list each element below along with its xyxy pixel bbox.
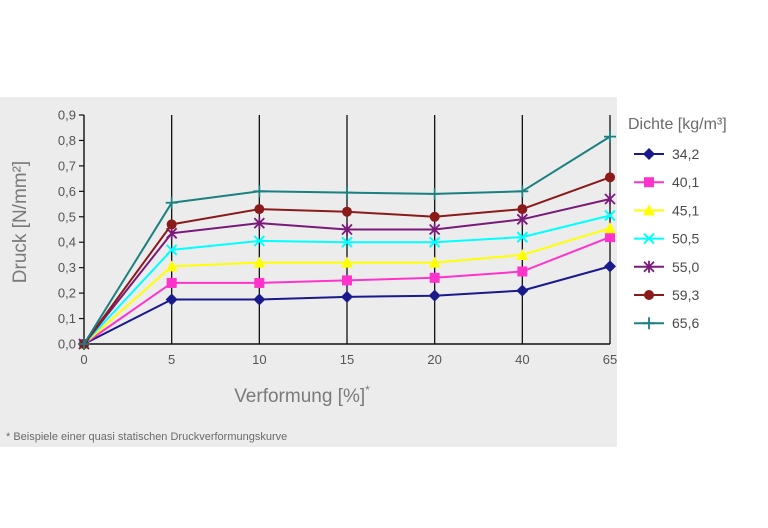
legend-entry: 34,2 xyxy=(634,146,699,162)
legend-marker xyxy=(643,204,655,216)
footnote: * Beispiele einer quasi statischen Druck… xyxy=(6,431,287,443)
data-point xyxy=(604,209,616,222)
x-axis-title-marker: * xyxy=(365,383,370,397)
y-tick-label: 0,5 xyxy=(58,209,76,224)
x-tick-label: 65 xyxy=(603,352,617,367)
data-point xyxy=(78,338,90,350)
legend: 34,2 40,1 45,1 50,5 55,0 59,3 65,6 xyxy=(634,146,699,331)
data-point xyxy=(342,275,352,286)
data-point xyxy=(254,277,265,288)
data-point xyxy=(516,284,529,297)
data-point xyxy=(604,222,616,234)
data-point xyxy=(605,172,615,183)
data-point xyxy=(604,192,616,205)
x-tick-label: 5 xyxy=(168,352,175,367)
data-point xyxy=(166,277,177,288)
data-point xyxy=(166,219,177,230)
legend-entry: 65,6 xyxy=(634,315,699,331)
x-tick-label: 0 xyxy=(80,352,87,367)
x-tick-labels: 0 5 10 15 20 40 65 xyxy=(80,352,617,367)
data-point xyxy=(517,266,528,277)
x-tick-label: 40 xyxy=(515,352,529,367)
legend-label: 34,2 xyxy=(672,146,699,162)
legend-entry: 59,3 xyxy=(634,287,699,303)
x-tick-label: 20 xyxy=(427,352,441,367)
x-tick-label: 15 xyxy=(340,352,354,367)
data-point xyxy=(517,204,528,215)
data-point xyxy=(253,293,266,306)
legend-marker xyxy=(643,317,655,330)
data-point xyxy=(254,204,265,215)
data-point xyxy=(428,256,441,268)
data-point xyxy=(429,223,441,236)
data-point xyxy=(428,187,441,200)
legend-marker xyxy=(644,177,654,188)
y-tick-label: 0,4 xyxy=(58,235,76,250)
data-point xyxy=(429,272,440,283)
data-point xyxy=(253,235,266,247)
legend-label: 59,3 xyxy=(672,287,699,303)
legend-entry: 45,1 xyxy=(634,202,699,218)
data-point xyxy=(253,185,266,198)
legend-label: 55,0 xyxy=(672,259,699,275)
data-point xyxy=(342,206,352,217)
data-point xyxy=(605,232,615,243)
data-point xyxy=(253,256,266,268)
legend-marker xyxy=(643,232,655,245)
data-point xyxy=(604,130,616,143)
legend-entry: 55,0 xyxy=(634,259,699,275)
data-point xyxy=(341,236,353,248)
y-tick-label: 0,2 xyxy=(58,286,76,301)
y-tick-label: 0,3 xyxy=(58,260,76,275)
series-group xyxy=(78,130,616,350)
series-65,6 xyxy=(78,130,616,350)
legend-label: 50,5 xyxy=(672,231,699,247)
data-point xyxy=(165,260,178,272)
data-point xyxy=(516,231,529,243)
y-tick-label: 0,0 xyxy=(58,337,76,352)
data-point xyxy=(604,260,616,273)
data-point xyxy=(341,290,353,303)
data-point xyxy=(341,186,353,199)
y-tick-label: 0,8 xyxy=(58,133,76,148)
legend-label: 45,1 xyxy=(672,202,699,218)
y-tick-label: 0,9 xyxy=(58,108,76,123)
x-axis-title: Verformung [%] xyxy=(234,386,365,407)
data-point xyxy=(165,196,178,209)
legend-marker xyxy=(643,260,655,273)
data-point xyxy=(253,217,265,230)
data-point xyxy=(428,236,441,248)
legend-label: 65,6 xyxy=(672,315,699,331)
data-point xyxy=(516,248,529,260)
data-point xyxy=(341,256,353,268)
series-59,3 xyxy=(79,172,615,349)
data-point xyxy=(516,213,528,226)
legend-label: 40,1 xyxy=(672,174,699,190)
legend-marker xyxy=(643,148,655,160)
data-point xyxy=(165,293,178,306)
y-axis-title: Druck [N/mm²] xyxy=(10,161,31,283)
legend-entry: 40,1 xyxy=(634,174,699,190)
legend-marker xyxy=(644,290,654,300)
data-point xyxy=(341,223,353,236)
data-point xyxy=(516,185,529,198)
x-axis-title-line: Verformung [%]* xyxy=(234,383,370,407)
x-tick-label: 10 xyxy=(252,352,266,367)
data-point xyxy=(165,244,178,256)
data-point xyxy=(429,211,440,222)
data-point xyxy=(428,289,441,302)
y-tick-label: 0,7 xyxy=(58,158,76,173)
legend-title: Dichte [kg/m³] xyxy=(628,116,727,133)
y-tick-label: 0,6 xyxy=(58,184,76,199)
y-tick-labels: 0,0 0,1 0,2 0,3 0,4 0,5 0,6 0,7 0,8 0,9 xyxy=(58,108,76,352)
legend-entry: 50,5 xyxy=(634,231,699,247)
y-tick-label: 0,1 xyxy=(58,311,76,326)
